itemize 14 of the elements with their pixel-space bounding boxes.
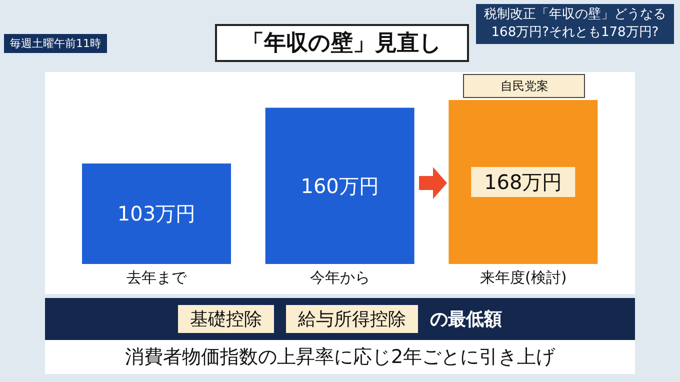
text: の最低額 [430,308,502,331]
data-label: 168万円 [484,170,562,194]
data-label: 103万円 [117,202,196,226]
x-tick-label: 去年まで [126,268,188,287]
x-tick-label: 今年から [310,268,370,287]
chart-title: 「年収の壁」見直し [215,24,469,62]
text: 給与所得控除 [286,305,418,333]
text: 自民党案 [463,74,586,98]
chart-subtitle: 税制改正「年収の壁」どうなる 168万円?それとも178万円? [476,4,674,44]
text: 毎週土曜午前11時 [4,34,107,53]
text: 基礎控除 [178,305,274,333]
x-tick-label: 来年度(検討) [480,268,567,287]
text: 消費者物価指数の上昇率に応じ2年ごとに引き上げ [45,340,635,374]
data-label: 160万円 [300,174,379,198]
